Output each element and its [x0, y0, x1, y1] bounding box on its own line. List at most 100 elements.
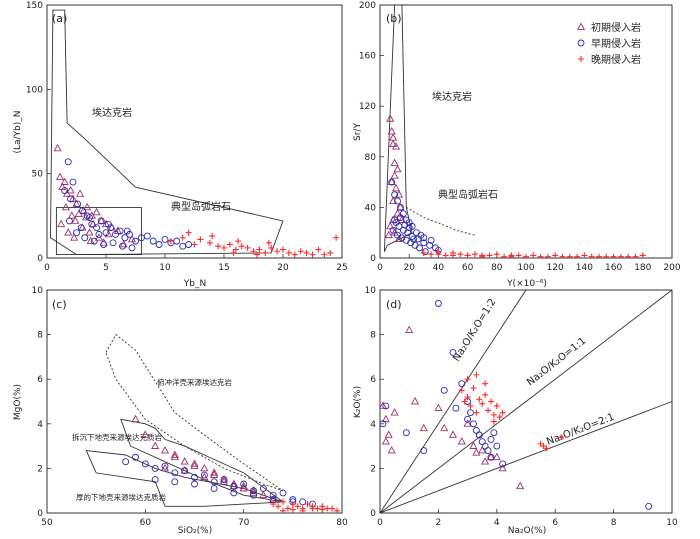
- data-point-circle: [171, 478, 179, 486]
- data-point-triangle: [200, 463, 209, 472]
- field-outline: [383, 5, 413, 252]
- y-axis-label: (La/Yb)_N: [13, 110, 23, 153]
- data-point-circle: [121, 234, 129, 242]
- data-point-circle: [191, 473, 198, 481]
- data-point-circle: [259, 485, 267, 492]
- x-tick-label: 10: [159, 263, 171, 273]
- data-point-triangle: [61, 202, 70, 211]
- panel-label: (c): [52, 298, 67, 311]
- data-point-cross: [457, 251, 464, 258]
- y-tick-label: 0: [370, 509, 376, 519]
- data-point-circle: [100, 241, 108, 248]
- x-tick-label: 4: [494, 518, 500, 528]
- data-point-circle: [493, 442, 501, 450]
- data-point-cross: [486, 252, 493, 258]
- data-point-circle: [102, 229, 110, 237]
- data-point-cross: [450, 252, 456, 258]
- data-points: [380, 299, 653, 510]
- y-tick-label: 150: [26, 1, 43, 11]
- y-tick-label: 40: [365, 203, 377, 213]
- data-point-cross: [226, 241, 233, 248]
- data-point-cross: [334, 507, 341, 513]
- data-point-circle: [427, 236, 435, 244]
- data-point-circle: [415, 244, 423, 252]
- data-point-circle: [250, 491, 257, 499]
- data-point-triangle: [70, 233, 79, 241]
- data-point-triangle: [210, 470, 219, 478]
- x-tick-label: 50: [41, 518, 53, 528]
- data-point-circle: [440, 386, 448, 394]
- data-point-cross: [329, 505, 336, 512]
- ratio-line: [379, 401, 673, 514]
- data-point-cross: [496, 414, 503, 421]
- data-point-cross: [461, 398, 468, 405]
- data-point-triangle: [190, 461, 199, 470]
- data-point-cross: [464, 376, 471, 383]
- data-point-circle: [426, 241, 434, 249]
- y-tick-label: 0: [370, 254, 376, 264]
- data-point-cross: [235, 238, 242, 245]
- data-point-circle: [149, 237, 157, 245]
- x-tick-label: 25: [336, 263, 347, 273]
- data-point-cross: [254, 251, 261, 258]
- data-point-circle: [269, 491, 277, 499]
- data-point-circle: [410, 235, 418, 243]
- data-point-circle: [122, 458, 130, 466]
- data-point-triangle: [249, 486, 258, 494]
- data-point-triangle: [478, 446, 487, 454]
- data-point-triangle: [57, 219, 66, 228]
- data-point-cross: [558, 434, 565, 441]
- data-point-triangle: [170, 450, 179, 458]
- data-point-circle: [161, 462, 169, 470]
- data-point-cross: [327, 249, 334, 256]
- data-point-circle: [250, 487, 257, 495]
- annotation-label: 典型岛弧岩石: [171, 200, 231, 213]
- data-point-circle: [155, 241, 163, 248]
- field-outline: [120, 418, 284, 503]
- data-point-circle: [171, 469, 179, 477]
- y-tick-label: 2: [370, 464, 376, 474]
- data-point-circle: [90, 237, 98, 245]
- data-point-circle: [452, 404, 460, 412]
- plot-frame: [379, 289, 673, 514]
- data-point-triangle: [492, 452, 501, 461]
- plot-frame: [46, 289, 343, 514]
- y-tick-label: 120: [359, 102, 376, 112]
- legend-marker-circle: [577, 39, 585, 47]
- data-point-circle: [104, 220, 112, 228]
- data-point-triangle: [97, 216, 106, 224]
- data-point-cross: [209, 233, 216, 240]
- x-tick-label: 10: [666, 518, 678, 528]
- x-tick-label: 0: [44, 263, 50, 273]
- data-point-circle: [392, 219, 400, 227]
- y-axis-label: MgO(%): [13, 384, 23, 420]
- data-point-triangle: [469, 441, 478, 449]
- data-point-cross: [221, 244, 227, 251]
- data-point-cross: [309, 505, 316, 512]
- panel-b: 0 20 40 60 80 100 120 140 160 180 200 0 40 80 120 160 20…: [353, 1, 681, 289]
- data-point-cross: [596, 253, 602, 258]
- y-tick-label: 4: [37, 420, 43, 430]
- data-point-triangle: [481, 457, 490, 465]
- data-point-circle: [394, 197, 401, 205]
- field-outline: [406, 207, 476, 236]
- data-point-circle: [487, 453, 495, 461]
- data-point-cross: [244, 244, 251, 251]
- data-point-cross: [490, 411, 497, 418]
- data-point-triangle: [384, 430, 393, 438]
- data-point-circle: [487, 435, 495, 443]
- data-point-cross: [574, 253, 581, 258]
- y-tick-label: 80: [365, 153, 377, 163]
- data-point-triangle: [104, 229, 113, 238]
- data-point-cross: [275, 503, 282, 510]
- data-point-cross: [206, 239, 213, 246]
- data-point-cross: [333, 234, 340, 241]
- data-point-triangle: [239, 483, 248, 492]
- data-points: [384, 114, 646, 258]
- x-tick-label: 2: [436, 518, 442, 528]
- data-point-circle: [111, 230, 119, 238]
- data-point-triangle: [384, 230, 393, 239]
- data-point-cross: [467, 402, 474, 409]
- data-point-cross: [435, 251, 442, 258]
